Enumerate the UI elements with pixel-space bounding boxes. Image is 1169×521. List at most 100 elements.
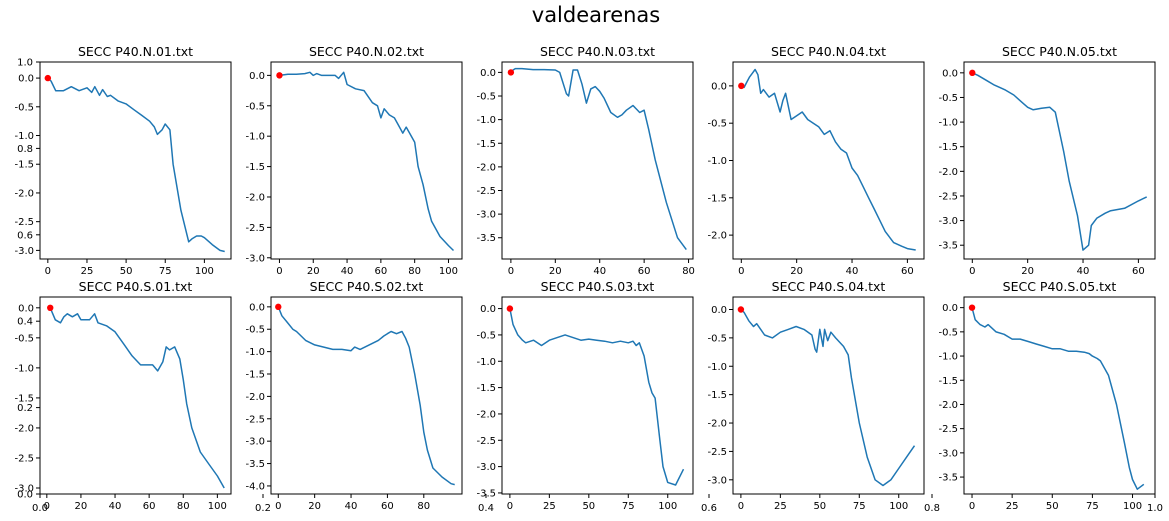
background-y-tick-label: 0.6 [17, 230, 33, 241]
y-tick-label: -1.0 [707, 362, 727, 373]
profile-line [971, 72, 1148, 251]
x-tick-label: 0 [276, 266, 282, 277]
x-tick-label: 80 [408, 266, 421, 277]
y-tick-label: -2.0 [938, 400, 958, 411]
x-tick-label: 50 [582, 501, 595, 512]
y-tick-label: -1.0 [707, 156, 727, 167]
x-tick-label: 0 [507, 501, 513, 512]
origin-point [968, 304, 976, 311]
profile-line [277, 306, 455, 486]
background-y-tick-label: 0.4 [17, 317, 33, 328]
plot-area [502, 62, 693, 259]
y-tick-label: -1.0 [938, 118, 958, 129]
subplot-title: SECC P40.N.05.txt [1002, 44, 1117, 59]
axes-frame [732, 296, 925, 495]
y-tick-label: -3.5 [476, 488, 496, 499]
origin-point [47, 304, 54, 312]
subplot-8: SECC P40.S.03.txt 0 25 50 75 100 0.0 -0.5 -1.0 -1… [476, 279, 694, 512]
y-tick-label: -3.0 [938, 216, 958, 227]
background-axis: 0.0 0.2 0.4 0.6 0.8 1.0 0.0 0.2 0.4 0.6 0.8 1.0 [17, 58, 1163, 515]
x-tick-label: 100 [439, 266, 458, 277]
y-tick-label: -3.5 [245, 459, 265, 470]
y-tick-label: -2.0 [707, 419, 727, 430]
y-tick-label: -0.5 [476, 92, 496, 103]
subplot-title: SECC P40.N.02.txt [309, 44, 424, 59]
x-tick-label: 40 [1077, 266, 1090, 277]
y-tick-label: -1.0 [245, 132, 265, 143]
x-tick-label: 25 [1006, 501, 1019, 512]
background-y-tick-label: 0.0 [17, 490, 33, 501]
x-tick-label: 100 [195, 266, 214, 277]
y-tick-label: -3.0 [245, 437, 265, 448]
y-tick-label: -2.0 [245, 192, 265, 203]
x-tick-label: 40 [341, 266, 354, 277]
subplot-title: SECC P40.N.01.txt [78, 44, 193, 59]
x-tick-label: 60 [901, 266, 914, 277]
y-tick-label: 0.0 [942, 68, 958, 79]
subplot-7: SECC P40.S.02.txt 0 20 40 60 80 0.0 -0.5 -1.0 -1.… [245, 279, 463, 512]
y-tick-label: -1.0 [476, 357, 496, 368]
origin-point [275, 303, 282, 311]
background-y-tick-label: 1.0 [17, 58, 33, 69]
y-tick-label: -3.5 [938, 473, 958, 484]
background-x-tick-label: 0.4 [478, 503, 494, 514]
x-tick-label: 50 [1046, 501, 1059, 512]
subplot-2: SECC P40.N.02.txt 0 20 40 60 80 100 0.0 -0.5 -1.0… [245, 44, 463, 277]
x-tick-label: 0 [969, 266, 975, 277]
x-tick-label: 75 [622, 501, 635, 512]
y-tick-label: -2.0 [476, 409, 496, 420]
y-tick-label: -0.5 [707, 333, 727, 344]
y-tick-label: -4.0 [245, 481, 265, 492]
subplot-title: SECC P40.S.04.txt [772, 279, 886, 294]
subplot-title: SECC P40.S.01.txt [79, 279, 193, 294]
profile-line [279, 71, 455, 252]
y-tick-label: -1.5 [245, 162, 265, 173]
y-tick-label: 0.0 [18, 74, 34, 85]
x-tick-label: 40 [846, 266, 859, 277]
y-tick-label: -3.0 [14, 483, 34, 494]
background-y-tick-label: 0.2 [17, 403, 33, 414]
x-tick-label: 0 [969, 501, 975, 512]
subplot-6: SECC P40.S.01.txt 0 20 40 60 80 100 0.0 -0.5 -1.0… [14, 279, 232, 512]
subplot-10: SECC P40.S.05.txt 0 25 50 75 100 0.0 -0.5 -1.0 -1… [938, 279, 1156, 512]
y-tick-label: -2.5 [14, 453, 34, 464]
x-tick-label: 80 [682, 266, 695, 277]
profile-line [509, 308, 685, 486]
y-tick-label: -2.5 [476, 186, 496, 197]
y-tick-label: -2.0 [476, 162, 496, 173]
y-tick-label: -1.5 [245, 370, 265, 381]
y-tick-label: 0.0 [711, 305, 727, 316]
subplot-5: SECC P40.N.05.txt 0 20 40 60 0.0 -0.5 -1.0 -1.5 -… [938, 44, 1156, 277]
y-tick-label: -2.0 [707, 231, 727, 242]
plot-area [502, 297, 693, 494]
profile-line [510, 67, 687, 251]
subplot-title: SECC P40.S.03.txt [541, 279, 655, 294]
y-tick-label: 0.0 [711, 81, 727, 92]
x-tick-label: 100 [889, 501, 908, 512]
y-tick-label: -0.5 [707, 119, 727, 130]
y-tick-label: -3.0 [707, 475, 727, 486]
origin-point [738, 82, 745, 90]
x-tick-label: 60 [381, 501, 394, 512]
y-tick-label: -2.5 [938, 424, 958, 435]
y-tick-label: -1.0 [938, 352, 958, 363]
origin-point [276, 72, 283, 79]
y-tick-label: 0.0 [480, 68, 496, 79]
background-x-tick-label: 0.0 [32, 503, 48, 514]
origin-point [737, 306, 745, 313]
subplot-9: SECC P40.S.04.txt 0 25 50 75 100 0.0 -0.5 -1.0 -1… [707, 279, 925, 512]
y-tick-label: -1.0 [476, 115, 496, 126]
y-tick-label: 0.0 [480, 304, 496, 315]
x-tick-label: 80 [177, 501, 190, 512]
x-tick-label: 75 [853, 501, 866, 512]
x-tick-label: 60 [638, 266, 651, 277]
axes-frame [39, 61, 232, 260]
y-tick-label: -1.5 [707, 193, 727, 204]
subplot-4: SECC P40.N.04.txt 0 20 40 60 0.0 -0.5 -1.0 -1.5 -… [707, 44, 925, 277]
x-tick-label: 20 [75, 501, 88, 512]
plot-area [964, 62, 1155, 259]
x-tick-label: 50 [120, 266, 133, 277]
subplot-title: SECC P40.S.02.txt [310, 279, 424, 294]
plot-area [733, 297, 924, 494]
y-tick-label: -0.5 [938, 93, 958, 104]
